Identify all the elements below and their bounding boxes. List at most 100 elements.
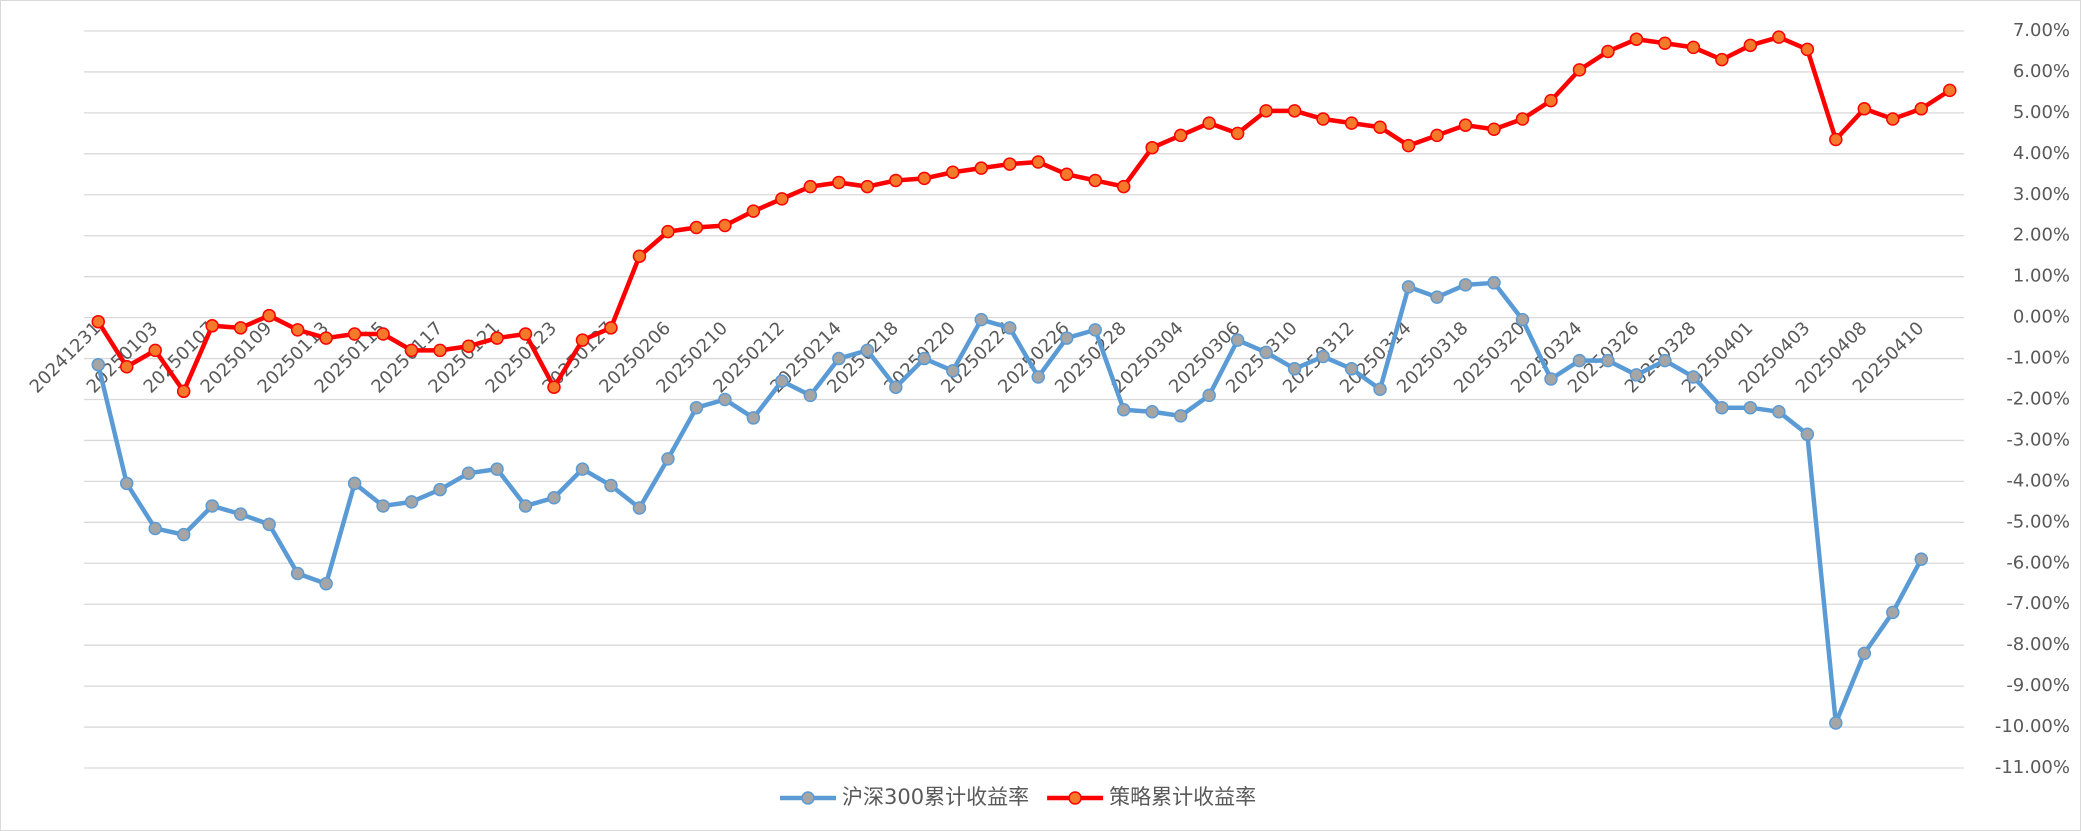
- point-marker: [518, 499, 533, 513]
- y-tick-label: -9.00%: [2006, 675, 2070, 696]
- point-marker: [632, 249, 647, 263]
- point-marker: [1230, 126, 1245, 141]
- point-marker: [1059, 331, 1074, 345]
- point-marker: [1173, 128, 1188, 143]
- point-marker: [1401, 280, 1416, 294]
- legend-label: 沪深300累计收益率: [842, 785, 1029, 809]
- point-marker: [974, 161, 989, 175]
- point-marker: [1287, 104, 1302, 118]
- point-marker: [1287, 362, 1302, 376]
- point-marker: [205, 319, 219, 333]
- point-marker: [1316, 349, 1330, 364]
- y-tick-label: 2.00%: [2013, 225, 2070, 246]
- point-marker: [1487, 122, 1501, 137]
- y-tick-label: -6.00%: [2006, 552, 2070, 573]
- y-tick-label: -11.00%: [1995, 757, 2070, 778]
- point-marker: [1743, 400, 1758, 415]
- y-tick-label: -5.00%: [2006, 511, 2070, 532]
- point-marker: [860, 343, 875, 358]
- point-marker: [575, 333, 590, 347]
- point-marker: [1487, 276, 1501, 290]
- point-marker: [461, 339, 476, 354]
- point-marker: [233, 507, 248, 521]
- point-marker: [604, 478, 618, 493]
- point-marker: [290, 323, 305, 337]
- point-marker: [1658, 353, 1672, 368]
- point-marker: [1003, 157, 1017, 171]
- point-marker: [1088, 323, 1102, 337]
- point-marker: [746, 204, 761, 218]
- point-marker: [490, 462, 504, 476]
- y-tick-label: -1.00%: [2006, 348, 2070, 369]
- point-marker: [1829, 132, 1843, 147]
- point-marker: [1800, 427, 1815, 442]
- point-marker: [718, 392, 732, 407]
- point-marker: [1145, 140, 1159, 155]
- point-marker: [319, 331, 333, 345]
- point-marker: [290, 566, 305, 581]
- point-marker: [1259, 104, 1273, 118]
- point-marker: [1031, 370, 1045, 384]
- point-marker: [1401, 138, 1416, 153]
- point-marker: [1715, 52, 1729, 67]
- point-marker: [1344, 116, 1359, 130]
- point-marker: [233, 321, 248, 335]
- point-marker: [775, 374, 789, 388]
- legend-label: 策略累计收益率: [1109, 785, 1256, 809]
- point-marker: [1316, 112, 1330, 126]
- y-tick-label: -4.00%: [2006, 470, 2070, 491]
- point-marker: [319, 577, 333, 591]
- point-marker: [404, 343, 419, 358]
- point-marker: [119, 476, 134, 491]
- point-marker: [1886, 605, 1900, 620]
- point-marker: [347, 327, 362, 341]
- point-marker: [1772, 405, 1786, 419]
- point-marker: [433, 343, 447, 358]
- point-marker: [1629, 32, 1644, 46]
- point-marker: [148, 521, 162, 536]
- y-tick-label: -8.00%: [2006, 634, 2070, 655]
- point-marker: [832, 351, 846, 366]
- point-marker: [148, 343, 162, 358]
- point-marker: [1772, 30, 1786, 44]
- point-marker: [1857, 646, 1872, 661]
- point-marker: [347, 476, 362, 491]
- point-marker: [775, 192, 789, 206]
- point-marker: [889, 173, 903, 188]
- point-marker: [689, 400, 704, 415]
- point-marker: [1373, 120, 1387, 134]
- y-tick-label: 7.00%: [2013, 20, 2070, 41]
- point-marker: [1430, 128, 1444, 143]
- point-marker: [1914, 102, 1929, 116]
- point-marker: [632, 501, 647, 515]
- point-marker: [974, 312, 989, 327]
- legend-marker: [801, 791, 815, 805]
- point-marker: [746, 411, 761, 425]
- point-marker: [205, 499, 219, 513]
- point-marker: [1458, 118, 1473, 132]
- point-marker: [91, 357, 105, 372]
- point-marker: [1202, 388, 1216, 403]
- point-marker: [860, 179, 875, 194]
- y-tick-label: -3.00%: [2006, 429, 2070, 450]
- point-marker: [404, 495, 419, 509]
- y-tick-label: 1.00%: [2013, 266, 2070, 287]
- point-marker: [1515, 312, 1530, 327]
- point-marker: [1344, 362, 1359, 376]
- y-tick-label: 4.00%: [2013, 143, 2070, 164]
- point-marker: [1686, 40, 1701, 55]
- point-marker: [803, 179, 818, 194]
- point-marker: [490, 331, 504, 345]
- y-tick-label: 3.00%: [2013, 184, 2070, 205]
- point-marker: [1800, 42, 1815, 57]
- point-marker: [547, 491, 561, 505]
- point-marker: [1943, 83, 1957, 98]
- point-marker: [917, 351, 932, 366]
- point-marker: [1430, 290, 1444, 304]
- point-marker: [1572, 353, 1587, 368]
- point-marker: [1914, 552, 1929, 566]
- point-marker: [604, 321, 618, 335]
- point-marker: [1544, 372, 1558, 386]
- point-marker: [376, 327, 390, 341]
